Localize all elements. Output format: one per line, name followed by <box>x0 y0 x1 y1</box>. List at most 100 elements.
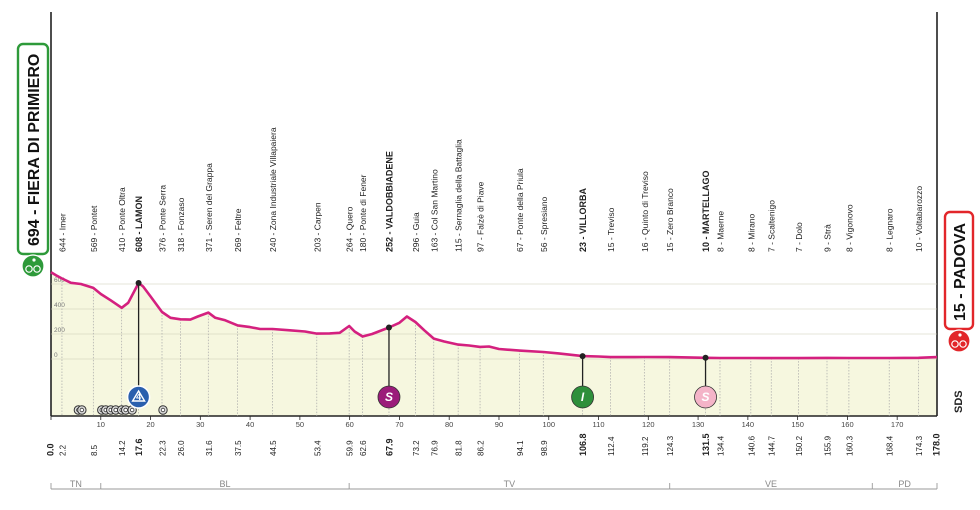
place-label: 15 - Treviso <box>606 207 616 252</box>
place-label: 7 - Dolo <box>794 222 804 252</box>
km-label: 106.8 <box>578 433 588 456</box>
x-tick-label: 10 <box>97 420 105 429</box>
mountain-icon <box>131 389 146 402</box>
km-label: 17.6 <box>134 438 144 456</box>
km-label: 112.4 <box>607 436 616 456</box>
place-label: 10 - Voltabarozzo <box>914 186 924 252</box>
place-label: 264 - Quero <box>345 206 355 252</box>
place-label: 269 - Feltre <box>233 208 243 252</box>
place-label: 569 - Pontet <box>89 205 99 252</box>
cyclist-wheel <box>959 340 967 348</box>
x-tick-label: 50 <box>296 420 304 429</box>
x-tick-label: 140 <box>742 420 755 429</box>
place-label: 56 - Spresiano <box>539 196 549 252</box>
x-tick-label: 150 <box>791 420 804 429</box>
x-tick-label: 20 <box>146 420 154 429</box>
km-label: 119.2 <box>641 436 650 456</box>
intermediate-marker-villorba <box>571 385 594 409</box>
x-tick-label: 130 <box>692 420 705 429</box>
province-label: VE <box>765 479 777 489</box>
place-label: 240 - Zona Industriale Villapaiera <box>268 127 278 252</box>
place-label: 97 - Falzè di Piave <box>476 181 486 252</box>
x-tick-label: 160 <box>841 420 854 429</box>
km-label: 160.3 <box>845 435 854 456</box>
place-label: 8 - Vigonovo <box>844 204 854 252</box>
place-label: 163 - Col San Martino <box>429 169 439 252</box>
place-label: 16 - Quinto di Treviso <box>640 171 650 252</box>
cyclist-head <box>32 258 36 262</box>
km-label: 86.2 <box>477 440 486 456</box>
place-label: 15 - Zero Branco <box>665 188 675 252</box>
x-tick-label: 90 <box>495 420 503 429</box>
km-label: 168.4 <box>886 435 895 456</box>
finish-box-frame <box>943 210 975 331</box>
marker-symbol: S <box>702 390 710 404</box>
x-tick-label: 80 <box>445 420 453 429</box>
watermark: SDS <box>953 390 965 413</box>
place-label: 115 - Sernaglia della Battaglia <box>454 139 464 252</box>
place-label: 296 - Guia <box>411 212 421 252</box>
y-tick-label: 200 <box>54 327 65 334</box>
km-label: 22.3 <box>158 440 167 456</box>
start-box: 694 - FIERA DI PRIMIERO <box>16 42 50 278</box>
cyclist-head <box>958 333 962 337</box>
km-label: 0.0 <box>46 443 56 456</box>
climb-category-label: 4 <box>136 392 141 402</box>
tunnel-icon-inner <box>123 407 128 413</box>
cyclist-icon <box>947 329 971 353</box>
tunnel-icon-inner <box>129 407 135 413</box>
km-label: 98.9 <box>540 440 549 456</box>
cyclist-icon <box>21 254 45 278</box>
km-label: 124.3 <box>666 435 675 456</box>
x-tick-label: 60 <box>345 420 353 429</box>
km-label: 81.8 <box>455 440 464 456</box>
place-label: 9 - Strà <box>822 224 832 252</box>
tunnel-icon-inner <box>160 407 166 413</box>
km-label: 134.4 <box>716 435 725 456</box>
km-label: 37.5 <box>234 440 243 456</box>
km-label: 150.2 <box>795 435 804 456</box>
km-label: 73.2 <box>412 440 421 456</box>
place-label: 8 - Maerne <box>715 211 725 252</box>
place-label: 180 - Ponte di Fener <box>358 174 368 252</box>
province-label: TN <box>70 479 82 489</box>
tunnel-icon-inner <box>113 407 118 413</box>
finish-box-text: 15 - PADOVA <box>952 222 969 321</box>
place-label: 67 - Ponte della Priula <box>515 168 525 252</box>
y-tick-label: 0 <box>54 352 58 359</box>
km-label: 44.5 <box>269 440 278 456</box>
cyclist-wheel <box>25 265 33 273</box>
start-box-frame <box>16 42 50 256</box>
cyclist-wheel <box>951 340 959 348</box>
km-label: 31.6 <box>205 440 214 456</box>
place-label: 7 - Scaltenigo <box>767 200 777 252</box>
place-label: 376 - Ponte Serra <box>157 185 167 252</box>
x-tick-label: 100 <box>542 420 555 429</box>
marker-dot <box>579 353 586 360</box>
km-label: 94.1 <box>516 440 525 456</box>
km-label: 53.4 <box>313 440 322 456</box>
place-label: 318 - Fonzaso <box>176 197 186 252</box>
tunnel-icon-inner <box>79 407 85 413</box>
x-tick-label: 110 <box>593 420 605 429</box>
marker-symbol: S <box>385 390 393 404</box>
profile-area <box>51 272 937 416</box>
km-label: 14.2 <box>118 440 127 456</box>
finish-box: 15 - PADOVA <box>943 210 975 353</box>
province-label: PD <box>898 479 911 489</box>
sprint-marker-valdobbiadene <box>377 385 401 409</box>
km-label: 2.2 <box>58 444 67 456</box>
marker-dot <box>385 324 392 331</box>
finish-box-altitude: 15 - <box>952 289 969 321</box>
sprint-marker-martellago <box>694 385 717 409</box>
km-label: 144.7 <box>768 435 777 456</box>
start-box-text: 694 - FIERA DI PRIMIERO <box>26 54 43 246</box>
km-label: 140.6 <box>747 435 756 456</box>
place-label: 371 - Seren del Grappa <box>204 163 214 252</box>
province-label: TV <box>504 479 516 489</box>
km-label: 62.6 <box>359 440 368 456</box>
place-label: 8 - Legnaro <box>885 208 895 252</box>
place-label: 410 - Ponte Oltra <box>117 187 127 252</box>
